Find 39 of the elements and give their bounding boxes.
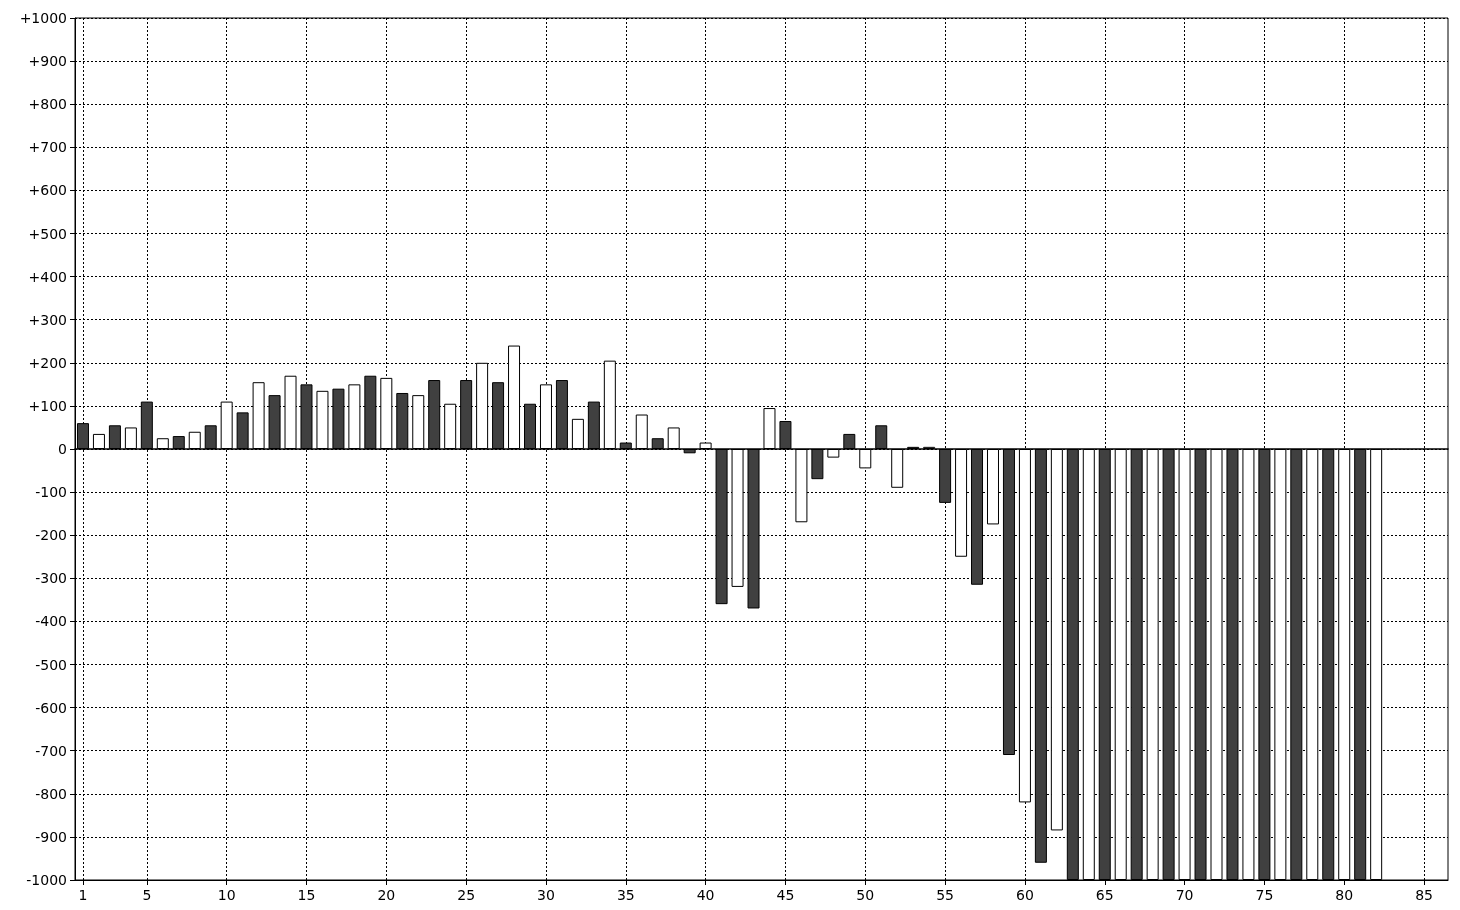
x-tick-label: 5 [142, 887, 152, 903]
x-tick-label: 85 [1415, 887, 1433, 903]
y-tick-label: -900 [35, 828, 67, 845]
x-tick-label: 15 [297, 887, 316, 903]
y-tick-label: +800 [28, 96, 67, 113]
x-tick-label: 25 [457, 887, 476, 903]
x-tick-label: 75 [1255, 887, 1274, 903]
y-tick-label: +700 [28, 139, 67, 156]
y-tick-label: -200 [35, 527, 67, 544]
x-tick-label: 70 [1175, 887, 1194, 903]
x-tick-label: 30 [537, 887, 555, 903]
x-tick-label: 20 [377, 887, 396, 903]
x-tick-label: 35 [616, 887, 635, 903]
y-tick-label: -800 [35, 785, 67, 802]
x-tick-label: 50 [856, 887, 875, 903]
x-tick-label: 45 [776, 887, 795, 903]
y-tick-label: -300 [35, 570, 67, 587]
x-tick-label: 55 [936, 887, 955, 903]
y-tick-label: -100 [35, 484, 67, 501]
x-tick-label: 40 [696, 887, 715, 903]
y-tick-label: +500 [28, 225, 67, 242]
x-tick-label: 10 [217, 887, 236, 903]
y-tick-label: -700 [35, 742, 67, 759]
y-tick-label: -1000 [26, 872, 67, 888]
y-tick-label: +200 [28, 354, 67, 371]
y-tick-label: +600 [28, 182, 67, 199]
y-tick-label: -600 [35, 699, 67, 716]
y-tick-label: +100 [28, 397, 67, 414]
y-tick-label: 0 [58, 441, 67, 457]
x-tick-label: 1 [78, 887, 88, 903]
y-tick-label: -500 [35, 656, 67, 673]
x-tick-label: 60 [1016, 887, 1034, 903]
y-tick-label: -400 [35, 613, 67, 630]
y-tick-label: +400 [28, 268, 67, 285]
x-tick-label: 80 [1335, 887, 1354, 903]
x-tick-label: 65 [1095, 887, 1114, 903]
y-tick-label: +300 [28, 311, 67, 328]
y-tick-label: +1000 [19, 10, 67, 26]
y-tick-label: +900 [28, 53, 67, 70]
